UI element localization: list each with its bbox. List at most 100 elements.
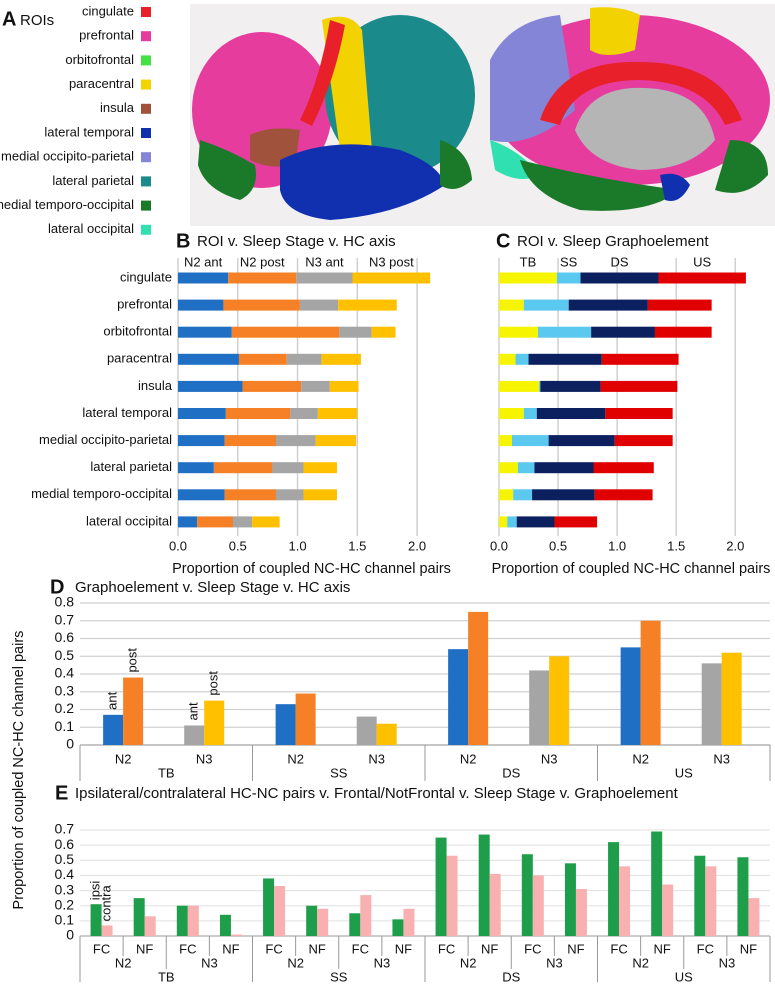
region-label: NF: [136, 941, 153, 956]
y-tick-label: lateral temporal: [82, 405, 172, 420]
legend-swatch: [141, 152, 151, 163]
region-label: FC: [697, 941, 714, 956]
bar-segment: [499, 435, 512, 447]
bar-segment: [224, 435, 277, 447]
bar-segment: [499, 489, 514, 501]
y-tick-label: lateral parietal: [90, 459, 172, 474]
group-label: DS: [502, 765, 520, 780]
brain-region: [660, 173, 690, 201]
bar: [521, 854, 533, 936]
bar-segment: [315, 435, 357, 447]
annotation: post: [206, 671, 221, 696]
stage-label: N3: [201, 955, 218, 970]
region-label: NF: [567, 941, 584, 956]
bar: [219, 914, 231, 936]
bar-segment: [499, 462, 518, 474]
x-axis-label: Proportion of coupled NC-HC channel pair…: [172, 561, 451, 577]
bar-segment: [303, 489, 337, 501]
annotation: ant: [105, 691, 120, 709]
y-axis-label: Proportion of coupled NC-HC channel pair…: [11, 631, 27, 910]
stage-label: N3: [374, 955, 391, 970]
bar-segment: [539, 380, 541, 392]
y-tick-label: 0.2: [55, 896, 75, 912]
annotation: ipsi: [88, 881, 103, 901]
bar-segment: [178, 462, 214, 474]
bar-segment: [532, 489, 595, 501]
region-label: NF: [481, 941, 498, 956]
group-label: US: [675, 765, 693, 780]
chart-title: ROI v. Sleep Stage v. HC axis: [197, 233, 396, 250]
bar-segment: [499, 380, 540, 392]
bar: [468, 611, 489, 745]
y-tick-label: paracentral: [107, 351, 172, 366]
bar: [403, 908, 415, 936]
stage-label: N2: [632, 751, 649, 766]
legend-swatch: [141, 224, 151, 235]
bar-segment: [228, 272, 297, 284]
y-tick-label: 0.1: [55, 912, 75, 928]
legend-swatch: [141, 200, 151, 211]
bar-segment: [178, 326, 232, 338]
bar-segment: [299, 299, 339, 311]
y-tick-label: 0: [66, 927, 74, 943]
bar-segment: [580, 272, 659, 284]
bar: [721, 652, 742, 745]
brain-region: [440, 140, 472, 189]
bar: [737, 857, 749, 936]
bar: [564, 863, 576, 936]
bar: [123, 677, 144, 745]
annotation: contra: [99, 884, 114, 921]
annotation: ant: [186, 702, 201, 720]
bar-segment: [178, 353, 239, 365]
stage-label: N3: [713, 751, 730, 766]
region-label: FC: [93, 941, 110, 956]
stage-label: N2: [460, 955, 477, 970]
bar: [274, 886, 286, 936]
region-label: FC: [179, 941, 196, 956]
y-tick-label: cingulate: [120, 269, 172, 284]
bar-segment: [276, 435, 316, 447]
legend-swatch: [141, 31, 151, 42]
bar: [662, 884, 674, 936]
x-tick-label: 0.0: [169, 538, 187, 553]
bar: [349, 913, 361, 936]
x-tick-label: 1.5: [348, 538, 366, 553]
x-tick-label: 1.0: [608, 538, 626, 553]
panel-letter: A: [2, 8, 16, 30]
bar-segment: [339, 326, 372, 338]
x-tick-label: 2.0: [408, 538, 426, 553]
y-tick-label: 0.3: [55, 881, 75, 897]
bar-segment: [178, 435, 225, 447]
bar-segment: [568, 299, 648, 311]
bar: [651, 831, 663, 936]
legend-label: lateral parietal: [52, 173, 134, 188]
legend-swatch: [141, 128, 151, 138]
bar-segment: [178, 272, 229, 284]
stage-label: N2: [460, 751, 477, 766]
legend-swatch: [141, 176, 151, 187]
region-label: NF: [309, 941, 326, 956]
bar-segment: [594, 489, 653, 501]
bar-segment: [499, 326, 538, 338]
group-label: TB: [158, 765, 175, 780]
bar-segment: [290, 408, 318, 419]
legend-label: N3 ant: [305, 254, 344, 269]
y-tick-label: 0.4: [55, 665, 75, 681]
bar: [376, 723, 397, 745]
y-tick-label: 0.5: [55, 647, 75, 663]
bar: [549, 656, 570, 745]
bar: [620, 647, 641, 745]
bar-segment: [499, 516, 508, 528]
legend-title: ROIs: [20, 12, 54, 29]
bar-segment: [507, 516, 517, 528]
bar-segment: [605, 408, 673, 419]
y-tick-label: 0.4: [55, 866, 75, 882]
legend-label: insula: [100, 100, 135, 115]
y-tick-label: lateral occipital: [86, 513, 172, 528]
legend-swatch: [141, 103, 151, 114]
brain-region: [715, 140, 768, 193]
bar: [619, 866, 631, 936]
stage-label: N3: [196, 751, 213, 766]
bar-segment: [516, 516, 555, 528]
